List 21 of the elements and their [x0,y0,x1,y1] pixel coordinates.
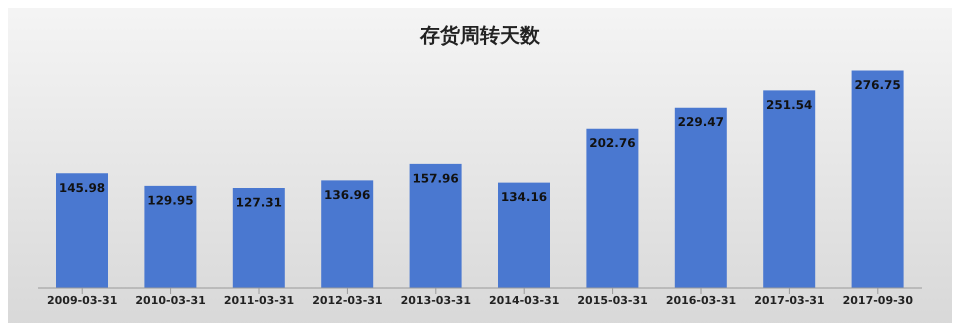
data-label: 229.47 [678,115,724,130]
data-label: 129.95 [147,193,194,208]
x-tick-label: 2014-03-31 [489,294,560,307]
data-label: 276.75 [854,78,901,92]
chart-title: 存货周转天数 [418,22,541,49]
x-tick-label: 2016-03-31 [666,294,736,307]
data-label: 145.98 [58,180,106,195]
data-label: 157.96 [412,171,459,186]
x-tick-label: 2009-03-31 [47,294,118,307]
data-label: 127.31 [236,195,282,210]
x-tick-label: 2011-03-31 [224,294,294,307]
data-label: 136.96 [324,188,370,202]
x-tick-label: 2013-03-31 [400,294,471,307]
x-tick-label: 2012-03-31 [312,294,383,307]
x-tick-label: 2017-09-30 [842,294,914,307]
data-label: 134.16 [500,190,548,204]
data-label: 251.54 [766,98,812,112]
data-label: 202.76 [589,136,636,150]
x-tick-label: 2010-03-31 [135,294,206,307]
x-tick-label: 2017-03-31 [754,294,825,307]
x-tick-label: 2015-03-31 [577,294,648,307]
